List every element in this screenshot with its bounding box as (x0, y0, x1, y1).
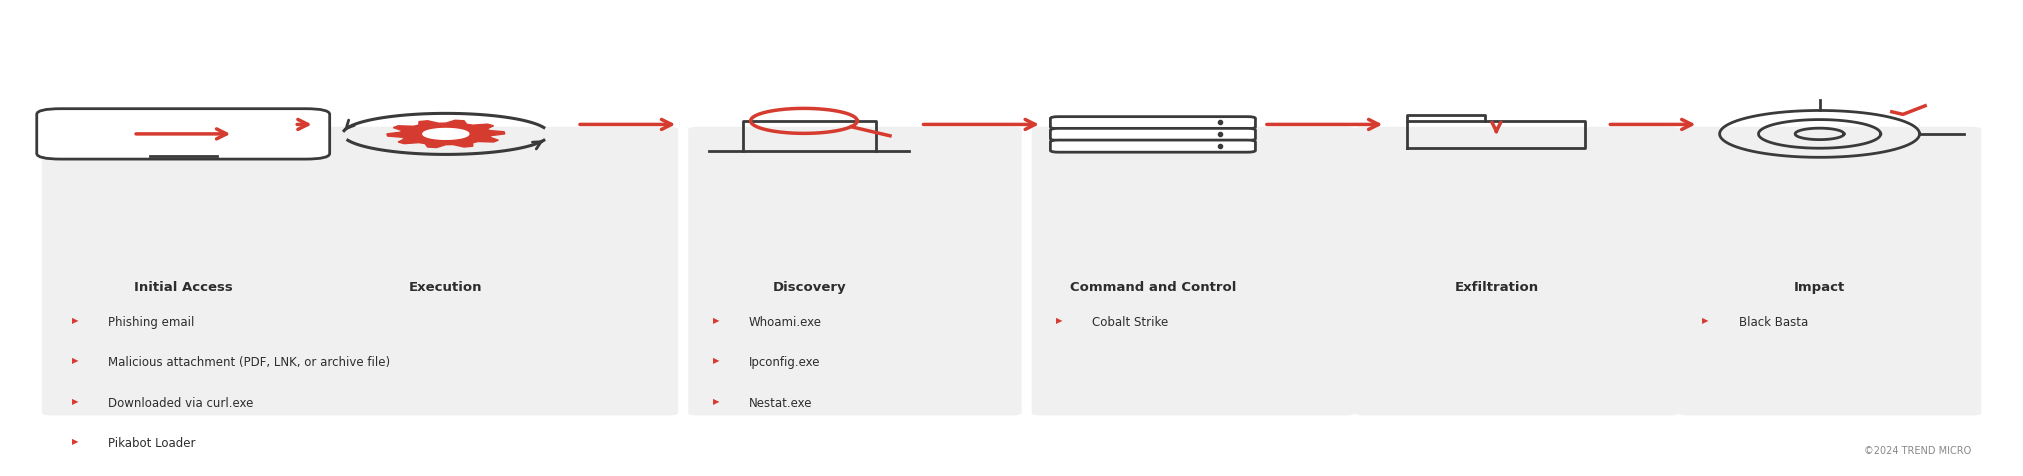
FancyBboxPatch shape (1050, 117, 1256, 129)
Text: Pikabot Loader: Pikabot Loader (109, 437, 196, 450)
Text: Downloaded via curl.exe: Downloaded via curl.exe (109, 397, 253, 409)
Text: ▶: ▶ (73, 316, 79, 325)
Text: Nestat.exe: Nestat.exe (749, 397, 813, 409)
Text: Discovery: Discovery (773, 280, 846, 294)
FancyBboxPatch shape (1679, 127, 1981, 416)
Text: ▶: ▶ (73, 357, 79, 365)
Text: ©2024 TREND MICRO: ©2024 TREND MICRO (1863, 446, 1970, 456)
Text: Phishing email: Phishing email (109, 316, 194, 329)
Text: Black Basta: Black Basta (1740, 316, 1809, 329)
Text: ▶: ▶ (712, 316, 718, 325)
FancyBboxPatch shape (1355, 127, 1679, 416)
FancyBboxPatch shape (42, 127, 678, 416)
Text: ▶: ▶ (1056, 316, 1062, 325)
FancyBboxPatch shape (36, 109, 330, 159)
Polygon shape (386, 120, 506, 148)
Text: ▶: ▶ (73, 437, 79, 446)
FancyBboxPatch shape (1050, 129, 1256, 140)
Text: ▶: ▶ (1703, 316, 1709, 325)
Text: Initial Access: Initial Access (134, 280, 233, 294)
Text: Whoami.exe: Whoami.exe (749, 316, 821, 329)
Text: ▶: ▶ (712, 397, 718, 406)
FancyBboxPatch shape (1050, 140, 1256, 152)
Text: Execution: Execution (409, 280, 483, 294)
Text: Exfiltration: Exfiltration (1455, 280, 1537, 294)
Text: ▶: ▶ (712, 357, 718, 365)
FancyBboxPatch shape (1032, 127, 1355, 416)
Text: Impact: Impact (1794, 280, 1845, 294)
Text: Command and Control: Command and Control (1070, 280, 1236, 294)
Polygon shape (423, 129, 469, 139)
Text: ▶: ▶ (73, 397, 79, 406)
Text: Malicious attachment (PDF, LNK, or archive file): Malicious attachment (PDF, LNK, or archi… (109, 357, 390, 369)
FancyBboxPatch shape (688, 127, 1022, 416)
Text: Ipconfig.exe: Ipconfig.exe (749, 357, 821, 369)
Text: Cobalt Strike: Cobalt Strike (1092, 316, 1169, 329)
